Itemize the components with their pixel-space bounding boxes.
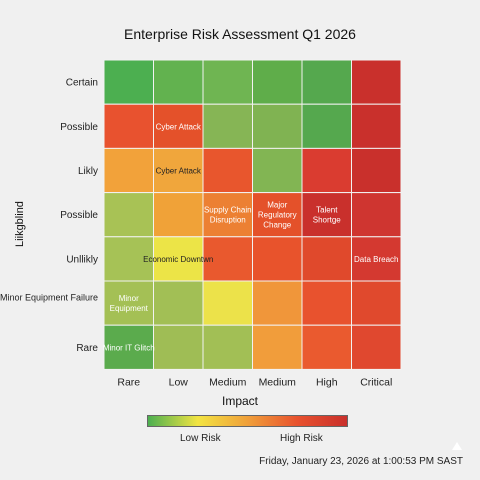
heatmap-cell (202, 59, 253, 105)
heatmap-cell (252, 103, 303, 149)
heatmap-cell (103, 324, 154, 370)
heatmap-cell (202, 103, 253, 149)
x-tick-label: Critical (360, 376, 392, 388)
heatmap-cell (202, 280, 253, 326)
risk-label: Cyber Attack (156, 167, 202, 176)
colorbar-high-label: High Risk (280, 433, 323, 444)
risk-label: Talent Shortge (313, 206, 342, 225)
heatmap-cell (301, 280, 352, 326)
y-tick-label: Minor Equipment Failure (0, 293, 98, 303)
chart-title: Enterprise Risk Assessment Q1 2026 (124, 26, 356, 42)
heatmap-cell (153, 192, 204, 238)
x-tick-label: Medium (259, 376, 297, 388)
heatmap-cell (252, 280, 303, 326)
heatmap-cell (301, 147, 352, 194)
heatmap-cell (351, 280, 402, 326)
heatmap-cell (153, 59, 204, 105)
y-tick-label: Certain (66, 78, 98, 89)
heatmap-cell (351, 236, 402, 282)
y-tick-label: Possible (60, 210, 98, 221)
risk-label: Minor IT Glitch (103, 343, 155, 352)
risk-label: Major Regulatory Change (258, 201, 297, 230)
heatmap-cell (301, 59, 352, 105)
risk-label: Cyber Attack (156, 122, 202, 131)
y-axis-label: Liikgblind (14, 201, 26, 247)
heatmap-cell (153, 324, 204, 370)
heatmap-cell (351, 192, 402, 238)
heatmap-cell (351, 147, 402, 194)
x-tick-label: High (316, 376, 338, 388)
heatmap-cell (153, 280, 204, 326)
heatmap-cell (252, 59, 303, 105)
y-tick-label: Likly (78, 166, 98, 177)
y-tick-label: Unllikly (66, 254, 98, 265)
heatmap-cell (103, 147, 154, 194)
heatmap-cell (202, 236, 253, 282)
y-tick-label: Rare (76, 343, 98, 354)
heatmap-cell (351, 324, 402, 370)
risk-colorbar (147, 415, 348, 427)
timestamp: Friday, January 23, 2026 at 1:00:53 PM S… (259, 456, 463, 467)
x-tick-label: Medium (209, 376, 247, 388)
risk-label: Minor Equipment (110, 294, 149, 313)
heatmap-cell (202, 324, 253, 370)
heatmap-cell (351, 103, 402, 149)
colorbar-low-label: Low Risk (180, 433, 221, 444)
heatmap-cell (252, 324, 303, 370)
heatmap-cell (103, 192, 154, 238)
heatmap-cell (202, 147, 253, 194)
heatmap-cell (153, 236, 204, 282)
heatmap-cell (351, 59, 402, 105)
x-tick-label: Rare (117, 376, 140, 388)
heatmap-cell (252, 236, 303, 282)
y-tick-label: Possible (60, 122, 98, 133)
heatmap-cell (301, 192, 352, 238)
heatmap-cell (103, 103, 154, 149)
heatmap-cell (103, 59, 154, 105)
heatmap-cell (301, 236, 352, 282)
triangle-icon (452, 442, 462, 450)
heatmap-cell (103, 236, 154, 282)
risk-label: Economic Downtwn (143, 255, 213, 264)
heatmap-cell (252, 147, 303, 194)
risk-label: Data Breach (354, 255, 398, 264)
x-tick-label: Low (169, 376, 189, 388)
x-axis-label: Impact (221, 394, 258, 408)
heatmap-cell (301, 103, 352, 149)
heatmap-cell (301, 324, 352, 370)
risk-label: Supply Chain Disruption (204, 206, 252, 225)
